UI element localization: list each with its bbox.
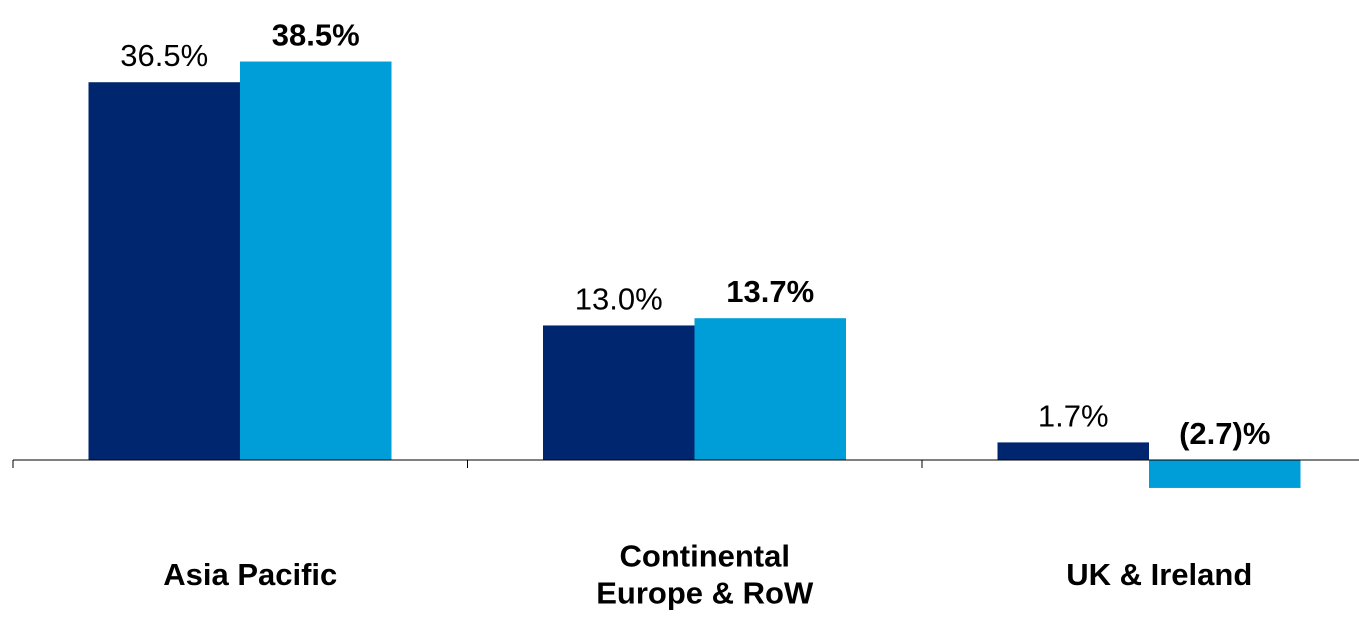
category-label-0-line-0: Asia Pacific: [163, 557, 337, 592]
data-label-0-series-1: 38.5%: [272, 18, 360, 53]
data-label-0-series-0: 36.5%: [120, 38, 208, 73]
data-label-2-series-0: 1.7%: [1038, 398, 1109, 433]
data-label-1-series-1: 13.7%: [726, 274, 814, 309]
data-label-2-series-1: (2.7)%: [1179, 416, 1270, 451]
bar-0-series-0: [88, 82, 240, 460]
category-label-1-line-0: Continental: [620, 539, 791, 574]
category-label-2-line-0: UK & Ireland: [1066, 557, 1252, 592]
bar-0-series-1: [240, 61, 392, 461]
x-axis: [12, 459, 1359, 468]
bar-1-series-0: [543, 325, 695, 460]
category-label-1-line-1: Europe & RoW: [596, 576, 814, 611]
bar-2-series-1: [1149, 460, 1301, 488]
bar-1-series-1: [694, 318, 846, 460]
data-labels-layer: 36.5% 38.5% 13.0% 13.7% 1.7% (2.7)%: [120, 18, 1270, 451]
bar-2-series-0: [997, 442, 1149, 460]
bars-layer: [88, 61, 1301, 488]
data-label-1-series-0: 13.0%: [575, 281, 663, 316]
